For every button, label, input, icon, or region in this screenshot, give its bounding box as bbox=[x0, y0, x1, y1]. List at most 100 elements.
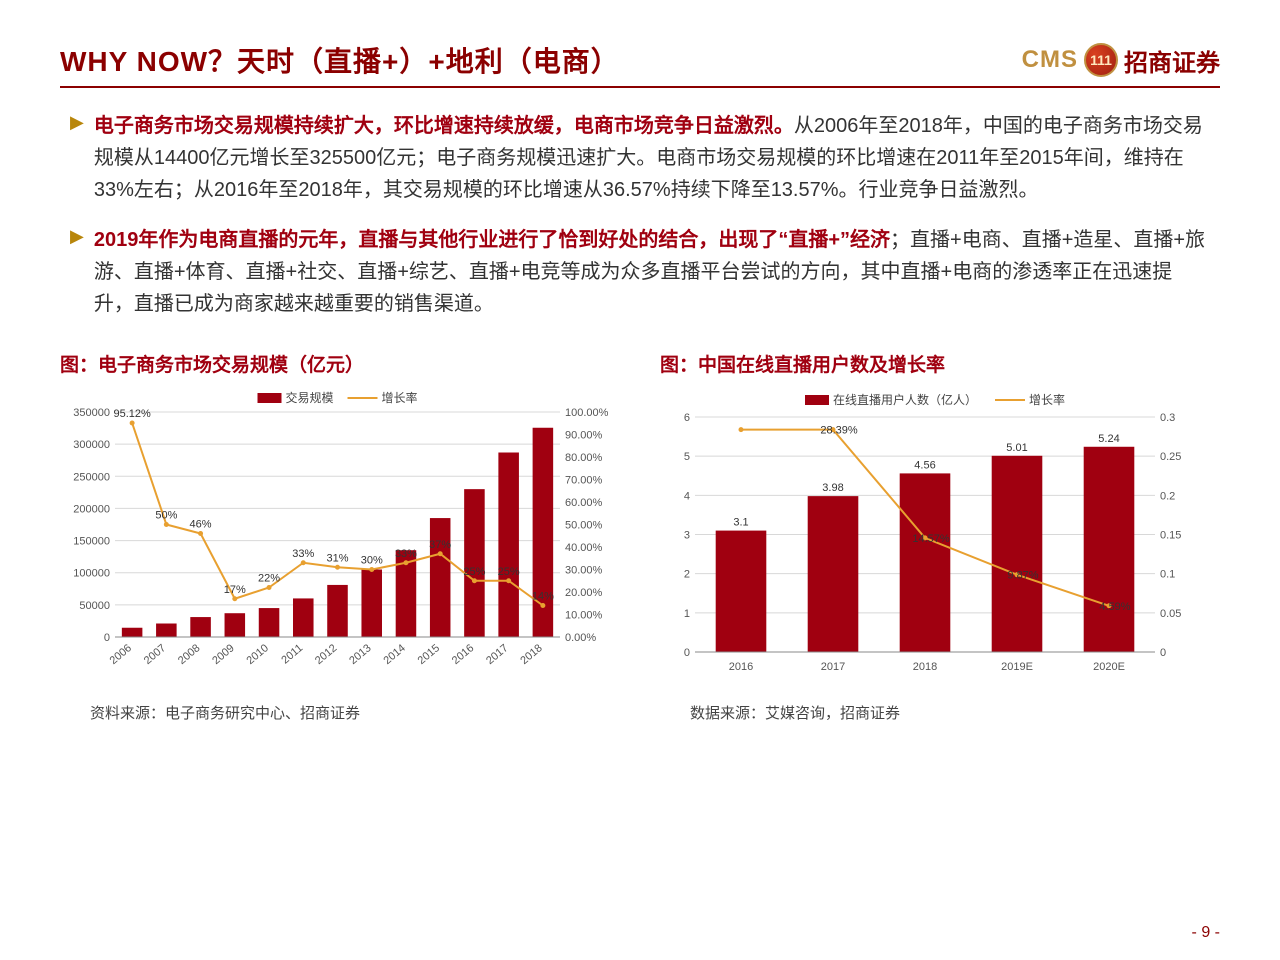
logo: CMS 111 招商证券 bbox=[1022, 43, 1220, 78]
bullet-text: 电子商务市场交易规模持续扩大，环比增速持续放缓，电商市场竞争日益激烈。从2006… bbox=[94, 110, 1210, 206]
svg-text:0.25: 0.25 bbox=[1160, 451, 1181, 463]
svg-text:2011: 2011 bbox=[279, 642, 305, 666]
svg-text:4: 4 bbox=[684, 490, 690, 502]
bullet-1: ▶ 电子商务市场交易规模持续扩大，环比增速持续放缓，电商市场竞争日益激烈。从20… bbox=[70, 110, 1210, 206]
svg-text:350000: 350000 bbox=[73, 407, 110, 419]
bullet-icon: ▶ bbox=[70, 226, 84, 320]
svg-text:50.00%: 50.00% bbox=[565, 520, 603, 532]
chart-left-block: 图：电子商务市场交易规模（亿元） 交易规模增长率0500001000001500… bbox=[60, 350, 620, 723]
svg-text:60.00%: 60.00% bbox=[565, 497, 603, 509]
svg-text:20.00%: 20.00% bbox=[565, 587, 603, 599]
svg-text:10.00%: 10.00% bbox=[565, 610, 603, 622]
svg-text:3.1: 3.1 bbox=[733, 517, 748, 529]
header-divider bbox=[60, 86, 1220, 88]
svg-text:0.15: 0.15 bbox=[1160, 530, 1181, 542]
svg-text:2018: 2018 bbox=[913, 661, 937, 673]
svg-text:300000: 300000 bbox=[73, 439, 110, 451]
svg-text:2: 2 bbox=[684, 569, 690, 581]
svg-text:14.57%: 14.57% bbox=[912, 533, 950, 545]
slide: WHY NOW？天时（直播+）+地利（电商） CMS 111 招商证券 ▶ 电子… bbox=[0, 0, 1280, 960]
bullet-text: 2019年作为电商直播的元年，直播与其他行业进行了恰到好处的结合，出现了“直播+… bbox=[94, 224, 1210, 320]
chart-left-title: 图：电子商务市场交易规模（亿元） bbox=[60, 350, 620, 377]
svg-text:2007: 2007 bbox=[142, 642, 168, 667]
svg-text:2017: 2017 bbox=[484, 642, 510, 667]
svg-text:0: 0 bbox=[684, 647, 690, 659]
chart-right-title: 图：中国在线直播用户数及增长率 bbox=[660, 350, 1220, 377]
svg-text:37%: 37% bbox=[429, 539, 451, 551]
bullet-1-highlight: 电子商务市场交易规模持续扩大，环比增速持续放缓，电商市场竞争日益激烈。 bbox=[94, 115, 794, 137]
svg-text:80.00%: 80.00% bbox=[565, 452, 603, 464]
svg-text:0.00%: 0.00% bbox=[565, 632, 596, 644]
chart-left-source: 资料来源：电子商务研究中心、招商证券 bbox=[90, 702, 620, 723]
svg-text:2010: 2010 bbox=[244, 642, 270, 667]
svg-text:3: 3 bbox=[684, 530, 690, 542]
svg-text:100.00%: 100.00% bbox=[565, 407, 609, 419]
svg-text:2019E: 2019E bbox=[1001, 661, 1033, 673]
svg-text:在线直播用户人数（亿人）: 在线直播用户人数（亿人） bbox=[833, 392, 977, 407]
svg-text:33%: 33% bbox=[292, 548, 314, 560]
svg-text:100000: 100000 bbox=[73, 568, 110, 580]
svg-text:200000: 200000 bbox=[73, 503, 110, 515]
svg-text:增长率: 增长率 bbox=[1029, 392, 1065, 407]
svg-text:30%: 30% bbox=[361, 555, 383, 567]
chart-left-svg-wrap: 交易规模增长率050000100000150000200000250000300… bbox=[60, 387, 620, 692]
svg-text:9.87%: 9.87% bbox=[1007, 570, 1038, 582]
svg-text:25%: 25% bbox=[463, 566, 485, 578]
svg-text:交易规模: 交易规模 bbox=[286, 390, 334, 405]
svg-text:31%: 31% bbox=[326, 552, 348, 564]
svg-text:50%: 50% bbox=[155, 510, 177, 522]
svg-text:70.00%: 70.00% bbox=[565, 475, 603, 487]
svg-text:5: 5 bbox=[684, 451, 690, 463]
svg-text:4.56: 4.56 bbox=[914, 459, 935, 471]
svg-text:5.01: 5.01 bbox=[1006, 442, 1027, 454]
svg-text:2018: 2018 bbox=[518, 642, 544, 667]
svg-text:5.24: 5.24 bbox=[1098, 433, 1119, 445]
svg-text:1: 1 bbox=[684, 608, 690, 620]
svg-text:95.12%: 95.12% bbox=[113, 408, 151, 420]
chart-right-svg: 在线直播用户人数（亿人） 增长率 0 1 2 3 4 5 6 0 0.05 0.1 0.15 0.2 0.2… bbox=[660, 387, 1200, 687]
svg-text:2017: 2017 bbox=[821, 661, 845, 673]
bullet-list: ▶ 电子商务市场交易规模持续扩大，环比增速持续放缓，电商市场竞争日益激烈。从20… bbox=[70, 110, 1210, 320]
svg-text:2020E: 2020E bbox=[1093, 661, 1125, 673]
chart-right-block: 图：中国在线直播用户数及增长率 在线直播用户人数（亿人） 增长率 0 1 2 3 4 5 6 0 0… bbox=[660, 350, 1220, 723]
chart-left-svg: 交易规模增长率050000100000150000200000250000300… bbox=[60, 387, 620, 687]
logo-cn-text: 招商证券 bbox=[1124, 43, 1220, 78]
svg-text:2014: 2014 bbox=[381, 642, 407, 667]
logo-cms-text: CMS bbox=[1022, 46, 1078, 74]
svg-text:0.1: 0.1 bbox=[1160, 569, 1175, 581]
svg-text:150000: 150000 bbox=[73, 536, 110, 548]
svg-text:4.59%: 4.59% bbox=[1099, 601, 1130, 613]
svg-text:0: 0 bbox=[104, 632, 110, 644]
svg-text:2016: 2016 bbox=[450, 642, 476, 667]
svg-text:14%: 14% bbox=[532, 591, 554, 603]
svg-text:40.00%: 40.00% bbox=[565, 542, 603, 554]
svg-text:28.39%: 28.39% bbox=[820, 425, 858, 437]
logo-icon: 111 bbox=[1084, 43, 1118, 77]
bullet-icon: ▶ bbox=[70, 112, 84, 206]
charts-row: 图：电子商务市场交易规模（亿元） 交易规模增长率0500001000001500… bbox=[60, 350, 1220, 723]
svg-text:2016: 2016 bbox=[729, 661, 753, 673]
bullet-2: ▶ 2019年作为电商直播的元年，直播与其他行业进行了恰到好处的结合，出现了“直… bbox=[70, 224, 1210, 320]
svg-text:250000: 250000 bbox=[73, 471, 110, 483]
svg-text:22%: 22% bbox=[258, 573, 280, 585]
svg-text:2012: 2012 bbox=[313, 642, 339, 667]
svg-text:0: 0 bbox=[1160, 647, 1166, 659]
svg-text:6: 6 bbox=[684, 412, 690, 424]
svg-text:0.2: 0.2 bbox=[1160, 490, 1175, 502]
svg-text:0.05: 0.05 bbox=[1160, 608, 1181, 620]
svg-text:2008: 2008 bbox=[176, 642, 202, 667]
svg-text:25%: 25% bbox=[498, 566, 520, 578]
bullet-2-highlight: 2019年作为电商直播的元年，直播与其他行业进行了恰到好处的结合，出现了“直播+… bbox=[94, 229, 890, 251]
svg-text:30.00%: 30.00% bbox=[565, 565, 603, 577]
svg-text:增长率: 增长率 bbox=[382, 390, 418, 405]
svg-text:17%: 17% bbox=[224, 584, 246, 596]
page-number: - 9 - bbox=[1192, 924, 1220, 942]
svg-text:2006: 2006 bbox=[108, 642, 134, 667]
page-title: WHY NOW？天时（直播+）+地利（电商） bbox=[60, 40, 620, 80]
svg-text:46%: 46% bbox=[190, 519, 212, 531]
header: WHY NOW？天时（直播+）+地利（电商） CMS 111 招商证券 bbox=[60, 40, 1220, 80]
svg-text:2015: 2015 bbox=[416, 642, 442, 667]
chart-right-svg-wrap: 在线直播用户人数（亿人） 增长率 0 1 2 3 4 5 6 0 0.05 0.1 0.15 0.2 0.2… bbox=[660, 387, 1220, 692]
svg-text:3.98: 3.98 bbox=[822, 482, 843, 494]
svg-text:2009: 2009 bbox=[210, 642, 236, 667]
